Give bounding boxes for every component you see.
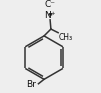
Text: CH₃: CH₃ xyxy=(59,33,73,42)
Text: C⁻: C⁻ xyxy=(45,0,56,9)
Text: N⁺: N⁺ xyxy=(44,11,56,20)
Text: Br: Br xyxy=(27,80,36,89)
